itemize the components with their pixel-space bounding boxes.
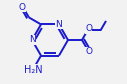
Text: N: N: [56, 20, 62, 29]
Text: H₂N: H₂N: [24, 65, 43, 75]
Text: O: O: [85, 47, 92, 56]
Text: N: N: [29, 36, 35, 45]
Text: O: O: [18, 3, 25, 12]
Text: O: O: [85, 24, 92, 33]
